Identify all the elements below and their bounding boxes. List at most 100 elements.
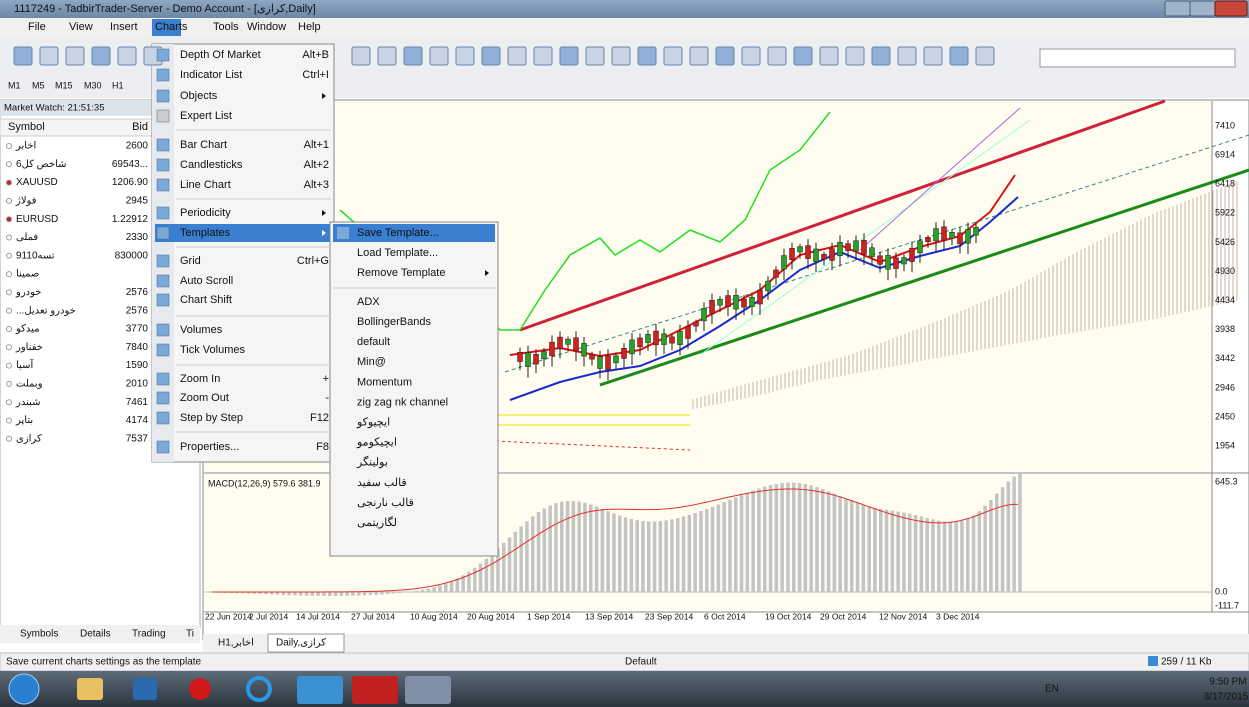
menu-item[interactable]: Insert <box>110 21 138 33</box>
toolbar-icon[interactable] <box>118 47 136 65</box>
toolbar-icon[interactable] <box>664 47 682 65</box>
menu-item[interactable]: Periodicity <box>180 207 231 219</box>
menu-item[interactable]: Bar Chart <box>180 139 227 151</box>
menu-item[interactable]: Tools <box>213 21 239 33</box>
symbol-name[interactable]: بتاپر <box>15 415 33 426</box>
toolbar-icon[interactable] <box>950 47 968 65</box>
maximize-button[interactable] <box>1190 1 1215 16</box>
menu-item[interactable]: قالب سفید <box>357 477 407 489</box>
menu-item[interactable]: Load Template... <box>357 247 438 259</box>
app-icon[interactable] <box>133 678 157 700</box>
toolbar-icon[interactable] <box>716 47 734 65</box>
panel-tab[interactable]: Trading <box>132 629 166 640</box>
menu-item[interactable]: View <box>69 21 93 33</box>
symbol-name[interactable]: خودرو <box>15 287 41 298</box>
clock-time[interactable]: 9:50 PM <box>1209 677 1246 688</box>
menu-item[interactable]: Objects <box>180 90 218 102</box>
app-icon[interactable] <box>352 676 398 704</box>
close-button[interactable] <box>1215 1 1247 16</box>
symbol-name[interactable]: فولاژ <box>15 196 37 207</box>
menu-item[interactable]: Properties... <box>180 441 239 453</box>
toolbar-icon[interactable] <box>612 47 630 65</box>
search-box[interactable] <box>1040 49 1235 67</box>
menu-item[interactable]: Candlesticks <box>180 159 243 171</box>
minimize-button[interactable] <box>1165 1 1190 16</box>
symbol-name[interactable]: آسیا <box>16 358 34 371</box>
toolbar-icon[interactable] <box>14 47 32 65</box>
panel-tab[interactable]: Ti <box>186 629 194 640</box>
symbol-name[interactable]: وبملت <box>16 379 43 390</box>
toolbar-icon[interactable] <box>690 47 708 65</box>
menu-item[interactable]: File <box>28 21 46 33</box>
menu-item[interactable]: Save Template... <box>357 227 439 239</box>
symbol-name[interactable]: خفناور <box>15 342 43 353</box>
menu-item[interactable]: Step by Step <box>180 412 243 424</box>
chart-tab[interactable]: H1,اخابر <box>218 638 254 649</box>
toolbar-icon[interactable] <box>430 47 448 65</box>
toolbar-icon[interactable] <box>846 47 864 65</box>
toolbar-icon[interactable] <box>742 47 760 65</box>
timeframe-button[interactable]: M15 <box>55 80 73 90</box>
panel-tab[interactable]: Details <box>80 629 111 640</box>
menu-item[interactable]: Zoom Out <box>180 392 229 404</box>
menu-item[interactable]: لگاریتمی <box>357 516 397 529</box>
menu-item[interactable]: ایچیوکو <box>356 417 390 429</box>
menu-item[interactable]: بولینگر <box>356 456 388 469</box>
symbol-name[interactable]: XAUUSD <box>16 177 58 188</box>
menu-item[interactable]: Volumes <box>180 324 223 336</box>
toolbar-icon[interactable] <box>768 47 786 65</box>
toolbar-icon[interactable] <box>898 47 916 65</box>
chart-tab[interactable]: Daily,کرازی <box>276 638 326 649</box>
toolbar-icon[interactable] <box>586 47 604 65</box>
symbol-name[interactable]: کرازی <box>16 433 42 444</box>
menu-item[interactable]: Depth Of Market <box>180 49 261 61</box>
timeframe-button[interactable]: M5 <box>32 80 45 90</box>
menu-item[interactable]: Help <box>298 21 321 33</box>
toolbar-icon[interactable] <box>482 47 500 65</box>
panel-tab[interactable]: Symbols <box>20 629 58 640</box>
clock-date[interactable]: 3/17/2015 <box>1204 692 1249 703</box>
menu-item[interactable]: ADX <box>357 296 380 308</box>
symbol-name[interactable]: فملی <box>16 232 38 243</box>
toolbar-icon[interactable] <box>924 47 942 65</box>
toolbar-icon[interactable] <box>378 47 396 65</box>
app-icon[interactable] <box>77 678 103 700</box>
timeframe-button[interactable]: M1 <box>8 80 21 90</box>
symbol-name[interactable]: تسه9110 <box>16 250 55 261</box>
menu-item[interactable]: Charts <box>155 21 188 33</box>
symbol-name[interactable]: شبندر <box>15 397 41 408</box>
toolbar-icon[interactable] <box>638 47 656 65</box>
toolbar-icon[interactable] <box>92 47 110 65</box>
menu-item[interactable]: ایچیکومو <box>356 437 397 449</box>
menu-item[interactable]: Indicator List <box>180 69 242 81</box>
symbol-name[interactable]: میدکو <box>15 324 40 335</box>
toolbar-icon[interactable] <box>534 47 552 65</box>
menu-item[interactable]: Grid <box>180 255 201 267</box>
menu-item[interactable]: BollingerBands <box>357 316 431 328</box>
toolbar-icon[interactable] <box>794 47 812 65</box>
symbol-name[interactable]: صمینا <box>16 269 39 280</box>
menu-item[interactable]: Line Chart <box>180 179 231 191</box>
toolbar-icon[interactable] <box>976 47 994 65</box>
menu-item[interactable]: Remove Template <box>357 267 445 279</box>
toolbar-icon[interactable] <box>456 47 474 65</box>
language-indicator[interactable]: EN <box>1045 684 1059 695</box>
symbol-name[interactable]: شاخص کل6 <box>16 159 67 170</box>
toolbar-icon[interactable] <box>560 47 578 65</box>
menu-item[interactable]: Tick Volumes <box>180 344 246 356</box>
app-icon[interactable] <box>405 676 451 704</box>
toolbar-icon[interactable] <box>872 47 890 65</box>
start-button[interactable] <box>9 674 39 704</box>
toolbar-icon[interactable] <box>40 47 58 65</box>
menu-item[interactable]: Min@ <box>357 356 386 368</box>
app-icon[interactable] <box>297 676 343 704</box>
menu-item[interactable]: Zoom In <box>180 373 220 385</box>
menu-item[interactable]: Expert List <box>180 110 232 122</box>
symbol-name[interactable]: EURUSD <box>16 214 58 225</box>
toolbar-icon[interactable] <box>66 47 84 65</box>
menu-item[interactable]: zig zag nk channel <box>357 396 448 408</box>
app-icon[interactable] <box>189 678 211 700</box>
symbol-name[interactable]: اخابر <box>15 141 36 152</box>
menu-item[interactable]: default <box>357 336 390 348</box>
menu-item[interactable]: Chart Shift <box>180 294 232 306</box>
